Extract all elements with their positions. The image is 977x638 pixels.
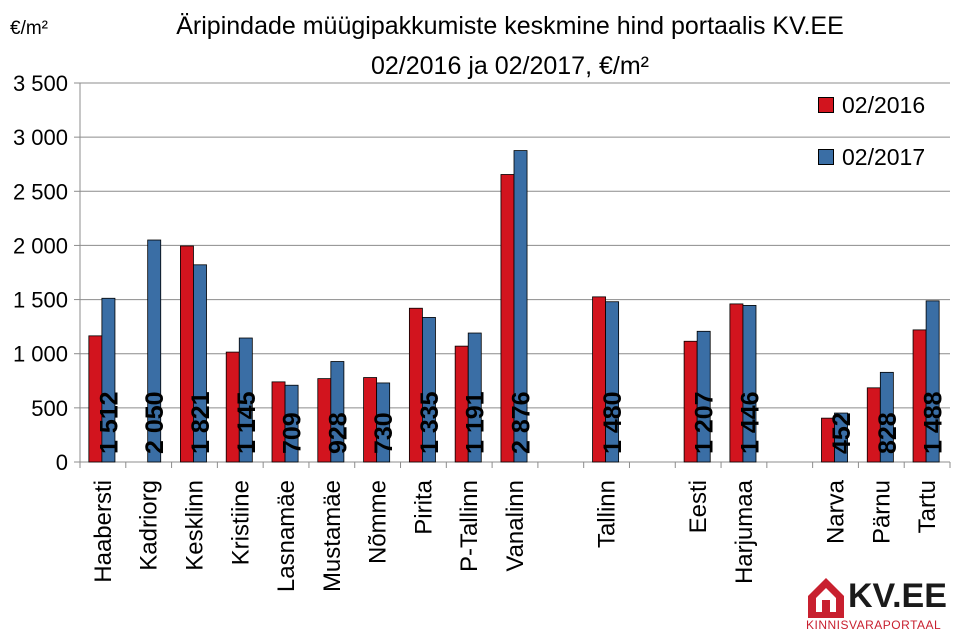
data-label: 730 [370, 412, 398, 454]
bar-2017 [147, 239, 162, 463]
logo-text: KV.EE [848, 577, 947, 615]
x-tick-label: Harjumaa [731, 479, 758, 584]
data-label: 1 335 [416, 391, 444, 454]
data-label: 1 145 [233, 391, 261, 454]
bar-2017 [330, 361, 345, 463]
data-label: 452 [828, 412, 856, 454]
x-tick-label: Nõmme [365, 480, 392, 564]
legend-label-2016: 02/2016 [842, 91, 926, 118]
data-label: 1 191 [462, 391, 490, 454]
legend-item-2017: 02/2017 [818, 144, 925, 170]
bar-2017 [513, 150, 528, 463]
x-tick-label: Kesklinn [181, 480, 208, 571]
bar-2017 [467, 332, 482, 463]
bar-2017 [742, 305, 757, 463]
bar-2017 [834, 412, 848, 463]
bar-2017 [879, 371, 894, 463]
x-tick-label: Pärnu [868, 480, 895, 544]
data-label: 1 207 [691, 391, 719, 454]
bar-2017 [376, 382, 391, 463]
data-label: 1 512 [95, 391, 123, 454]
x-tick-label: Kadriorg [136, 480, 163, 571]
legend-swatch-2016 [818, 97, 834, 113]
data-label: 2 876 [508, 391, 536, 454]
x-tick-label: Pirita [410, 479, 437, 534]
bar-2017 [284, 384, 299, 463]
kv-ee-logo: KV.EE KINNISVARAPORTAAL [806, 574, 966, 634]
bar-2017 [422, 317, 436, 463]
x-tick-label: Tartu [914, 480, 941, 533]
bar-2017 [696, 330, 711, 463]
data-label: 1 446 [736, 391, 764, 454]
data-label: 928 [324, 412, 352, 454]
x-tick-label: Kristiine [227, 480, 254, 565]
y-axis-unit: €/m² [10, 18, 48, 39]
logo-subtitle: KINNISVARAPORTAAL [806, 618, 942, 632]
legend-swatch-2017 [818, 149, 834, 165]
data-label: 828 [874, 412, 902, 454]
y-tick-label: 0 [56, 450, 68, 475]
data-label: 1 480 [599, 391, 627, 454]
data-label: 709 [279, 412, 307, 454]
bar-2017 [193, 264, 207, 463]
y-tick-label: 2 500 [13, 179, 68, 204]
x-tick-label: Tallinn [594, 480, 621, 548]
data-label: 2 050 [141, 391, 169, 454]
y-tick-label: 1 500 [13, 288, 68, 313]
x-tick-label: Eesti [685, 480, 712, 533]
x-tick-label: P-Tallinn [456, 480, 483, 572]
y-tick-label: 3 000 [13, 125, 68, 150]
house-icon [808, 578, 844, 618]
y-tick-label: 1 000 [13, 342, 68, 367]
x-tick-label: Haabersti [90, 480, 117, 583]
x-tick-label: Vanalinn [502, 480, 529, 572]
bar-2017 [238, 337, 253, 463]
bar-2017 [605, 301, 620, 463]
y-tick-label: 3 500 [13, 71, 68, 96]
chart-title: Äripindade müügipakkumiste keskmine hind… [176, 12, 844, 40]
legend-item-2016: 02/2016 [818, 92, 925, 118]
bar-2017 [925, 300, 940, 463]
data-label: 1 821 [187, 391, 215, 454]
legend-label-2017: 02/2017 [842, 143, 926, 170]
y-tick-label: 2 000 [13, 233, 68, 258]
y-tick-label: 500 [31, 396, 68, 421]
x-tick-label: Lasnamäe [273, 480, 300, 592]
x-tick-label: Mustamäe [319, 480, 346, 592]
chart-subtitle: 02/2016 ja 02/2017, €/m² [371, 52, 649, 80]
bar-2017 [101, 297, 116, 463]
x-tick-label: Narva [823, 479, 850, 544]
data-label: 1 488 [920, 391, 948, 454]
legend: 02/2016 02/2017 [818, 92, 925, 196]
